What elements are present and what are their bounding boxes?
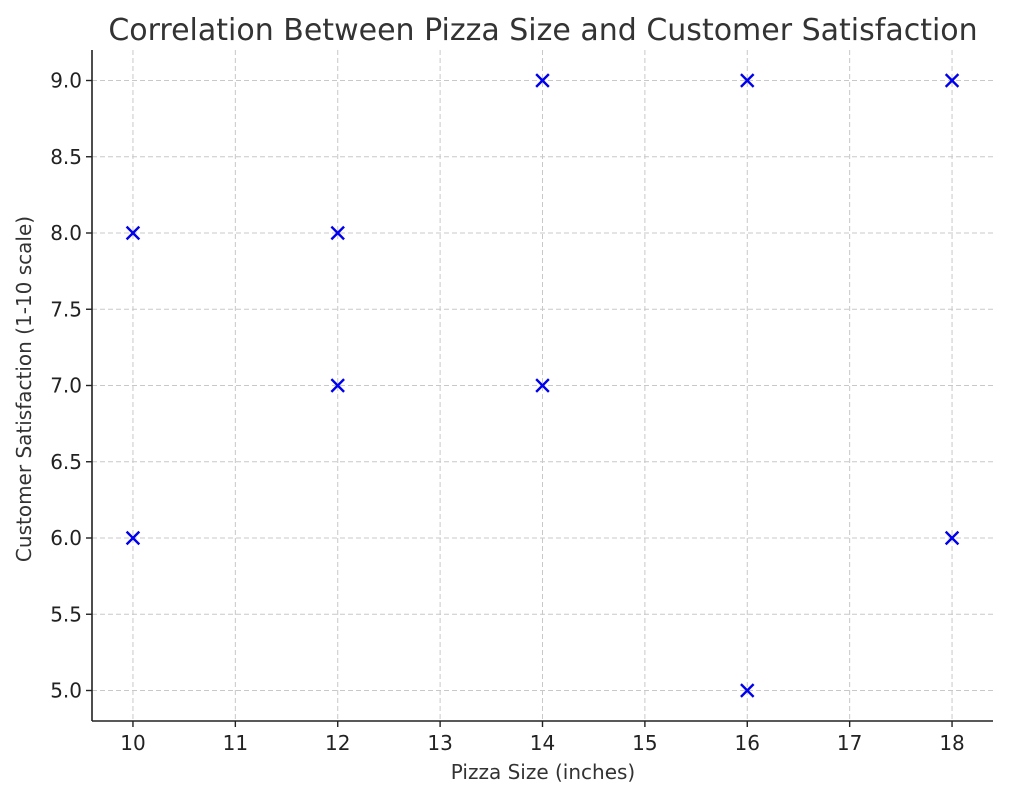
data-point (330, 225, 345, 241)
y-axis-label: Customer Satisfaction (1-10 scale) (12, 216, 36, 562)
y-tick-label: 6.0 (50, 526, 82, 550)
y-tick-label: 8.0 (50, 221, 82, 245)
data-points (125, 73, 960, 698)
x-tick-label: 16 (735, 731, 760, 755)
data-point (535, 378, 550, 393)
y-tick-label: 6.5 (50, 450, 82, 474)
chart-title: Correlation Between Pizza Size and Custo… (108, 13, 977, 48)
data-point (944, 73, 960, 88)
data-point (740, 73, 755, 88)
y-tick-label: 9.0 (50, 69, 82, 93)
x-tick-label: 17 (837, 731, 862, 755)
x-axis-label: Pizza Size (inches) (451, 760, 635, 784)
data-point (125, 225, 141, 241)
x-tick-label: 15 (632, 731, 657, 755)
x-tick-label: 14 (530, 731, 555, 755)
y-tick-label: 7.0 (50, 374, 82, 398)
x-tick-label: 11 (223, 731, 248, 755)
data-point (535, 73, 550, 88)
x-tick-label: 18 (939, 731, 964, 755)
x-tick-label: 10 (120, 731, 145, 755)
data-point (740, 683, 755, 698)
x-tick-label: 12 (325, 731, 350, 755)
data-point (330, 378, 345, 393)
y-axis-ticks: 5.0 5.5 6.0 6.5 7.0 7.5 8.0 8.5 9.0 (50, 69, 92, 703)
data-point (944, 530, 960, 546)
y-tick-label: 8.5 (50, 145, 82, 169)
y-tick-label: 5.5 (50, 602, 82, 626)
x-axis-ticks: 10 11 12 13 14 15 16 17 18 (120, 721, 965, 755)
y-tick-label: 5.0 (50, 679, 82, 703)
x-tick-label: 13 (427, 731, 452, 755)
data-point (125, 530, 141, 546)
y-tick-label: 7.5 (50, 297, 82, 321)
